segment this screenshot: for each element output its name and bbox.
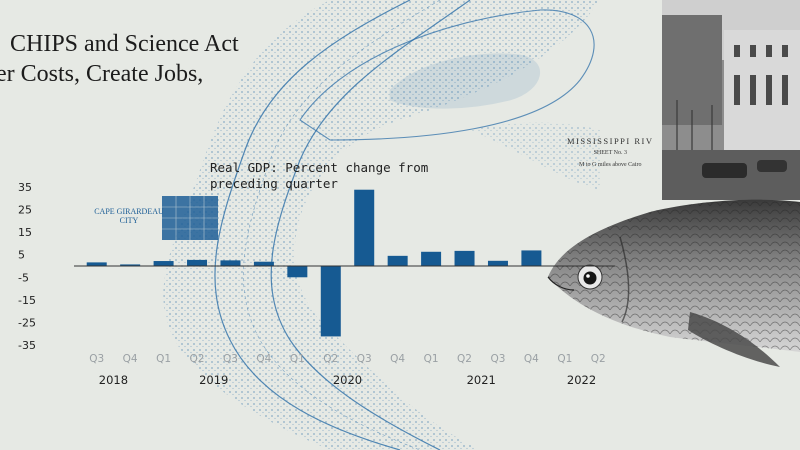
year-label: 2020 bbox=[333, 373, 362, 387]
y-tick-label: 5 bbox=[18, 249, 25, 262]
x-tick-label: Q4 bbox=[123, 353, 138, 365]
y-axis-ticks: 35 25 15 5 -5 -15 -25 -35 bbox=[18, 181, 36, 352]
x-tick-label: Q2 bbox=[457, 353, 472, 365]
bar bbox=[220, 260, 241, 266]
bar bbox=[120, 264, 141, 266]
x-tick-label: Q1 bbox=[290, 353, 305, 365]
year-label: 2019 bbox=[199, 373, 228, 387]
bar bbox=[153, 261, 174, 266]
x-tick-label: Q2 bbox=[190, 353, 205, 365]
building-photo bbox=[662, 0, 800, 200]
bar bbox=[253, 261, 274, 266]
bar bbox=[354, 189, 375, 266]
map-sheet-title: MISSISSIPPI RIV bbox=[567, 136, 654, 146]
x-tick-label: Q3 bbox=[89, 353, 104, 365]
map-sheet-caption: MISSISSIPPI RIV SHEET No. 3 M to G miles… bbox=[567, 135, 654, 171]
year-label: 2022 bbox=[567, 373, 596, 387]
y-tick-label: -35 bbox=[18, 339, 36, 352]
y-tick-label: 35 bbox=[18, 181, 32, 194]
x-tick-label: Q3 bbox=[357, 353, 372, 365]
bars-group bbox=[86, 189, 542, 337]
x-tick-label: Q4 bbox=[256, 353, 271, 365]
bar bbox=[320, 266, 341, 337]
map-sheet-note: M to G miles above Cairo bbox=[579, 162, 642, 168]
bar bbox=[287, 266, 308, 278]
bar bbox=[387, 255, 408, 266]
x-axis-quarter-labels: Q3 Q4 Q1 Q2 Q3 Q4 Q1 Q2 Q3 Q4 Q1 Q2 Q3 Q4 Q1 Q2 bbox=[89, 353, 606, 365]
fish-illustration bbox=[547, 199, 800, 367]
bar bbox=[187, 259, 208, 266]
year-label: 2018 bbox=[99, 373, 128, 387]
year-label: 2021 bbox=[467, 373, 496, 387]
x-tick-label: Q2 bbox=[591, 353, 606, 365]
bar bbox=[421, 251, 442, 266]
x-tick-label: Q2 bbox=[323, 353, 338, 365]
y-tick-label: 15 bbox=[18, 226, 32, 239]
x-tick-label: Q3 bbox=[490, 353, 505, 365]
x-tick-label: Q1 bbox=[156, 353, 171, 365]
bar bbox=[86, 262, 107, 266]
map-label-cape-girardeau: CAPE GIRARDEAU CITY bbox=[94, 207, 164, 225]
headline-line-2: er Costs, Create Jobs, bbox=[0, 61, 204, 87]
map-sheet-number: SHEET No. 3 bbox=[593, 150, 627, 156]
y-tick-label: -15 bbox=[18, 294, 36, 307]
x-tick-label: Q4 bbox=[524, 353, 539, 365]
y-tick-label: 25 bbox=[18, 204, 32, 217]
y-tick-label: -5 bbox=[18, 271, 29, 284]
x-tick-label: Q1 bbox=[557, 353, 572, 365]
bar bbox=[487, 260, 508, 266]
x-tick-label: Q3 bbox=[223, 353, 238, 365]
bar bbox=[454, 250, 475, 266]
x-axis-year-labels: 2018 2019 2020 2021 2022 bbox=[99, 373, 596, 387]
bar bbox=[521, 250, 542, 266]
x-tick-label: Q4 bbox=[390, 353, 405, 365]
x-tick-label: Q1 bbox=[424, 353, 439, 365]
y-tick-label: -25 bbox=[18, 316, 36, 329]
headline-line-1: CHIPS and Science Act bbox=[10, 31, 239, 57]
chart-title: Real GDP: Percent change from preceding … bbox=[210, 160, 429, 191]
building-photo-image bbox=[662, 0, 800, 200]
